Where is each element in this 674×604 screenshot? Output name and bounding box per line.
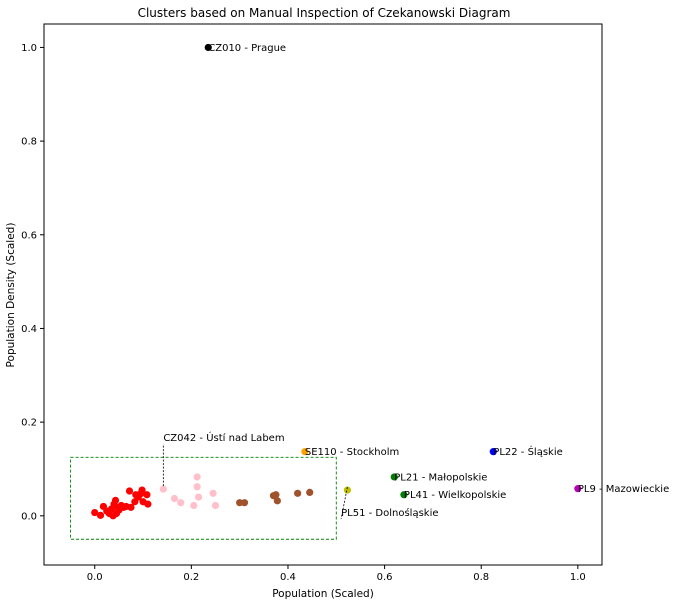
annotation-label: PL41 - Wielkopolskie: [404, 490, 506, 501]
data-point: [343, 486, 351, 494]
data-point: [272, 491, 280, 499]
y-tick-label: 0.0: [21, 511, 37, 522]
data-point: [125, 487, 134, 495]
annotation-label: CZ042 - Ústí nad Labem: [163, 431, 284, 444]
data-point: [170, 494, 179, 503]
y-axis-label: Population Density (Scaled): [5, 223, 17, 368]
data-point: [574, 485, 582, 493]
data-point: [111, 496, 120, 504]
x-tick-label: 0.6: [377, 572, 393, 583]
data-point: [190, 501, 198, 510]
data-point: [96, 511, 105, 519]
annotation-label: PL21 - Małopolskie: [394, 472, 487, 483]
annotation-leader: [340, 486, 348, 519]
data-point: [301, 448, 309, 456]
data-point: [273, 497, 281, 505]
chart-title: Clusters based on Manual Inspection of C…: [138, 6, 511, 20]
data-point: [204, 43, 212, 52]
y-tick-label: 0.8: [21, 137, 37, 148]
data-point: [489, 448, 497, 456]
annotation-label: PL9 - Mazowieckie: [578, 484, 669, 495]
x-tick-label: 1.0: [570, 572, 586, 583]
data-point: [390, 473, 398, 481]
data-point: [240, 499, 249, 507]
ticks-layer: 0.0 0.2 0.4 0.6 0.8 1.0 0.0 0.2 0.4 0.6 0.8 1.0: [21, 43, 586, 583]
data-point: [209, 489, 217, 497]
annotation-label: CZ010 - Prague: [208, 43, 286, 54]
y-tick-label: 0.2: [21, 418, 37, 429]
data-point: [138, 486, 146, 494]
data-point: [91, 508, 99, 517]
cluster-box: [70, 456, 337, 540]
data-point: [211, 501, 220, 510]
x-tick-label: 0.4: [280, 572, 296, 583]
data-point: [144, 500, 152, 508]
data-point: [177, 499, 185, 507]
data-point: [294, 489, 302, 497]
x-tick-label: 0.8: [473, 572, 489, 583]
y-tick-label: 0.6: [21, 230, 37, 241]
x-tick-label: 0.0: [87, 572, 103, 583]
data-point: [159, 485, 167, 493]
y-tick-label: 0.4: [21, 324, 37, 335]
annotation-label: SE110 - Stockholm: [305, 447, 399, 458]
data-point: [143, 491, 151, 499]
data-point: [193, 473, 201, 481]
data-point: [400, 491, 408, 499]
data-point: [127, 503, 135, 511]
data-point: [193, 483, 201, 491]
y-tick-label: 1.0: [21, 43, 37, 54]
x-tick-label: 0.2: [183, 572, 199, 583]
x-axis-label: Population (Scaled): [272, 588, 374, 600]
data-point: [306, 488, 314, 496]
annotation-label: PL51 - Dolnośląskie: [341, 507, 438, 519]
data-point: [194, 493, 203, 501]
plot-area: [43, 23, 603, 566]
annotation-label: PL22 - Śląskie: [493, 445, 562, 458]
marks-layer: CZ010 - Prague SE110 - Stockholm PL22 - Śl…: [70, 43, 669, 540]
